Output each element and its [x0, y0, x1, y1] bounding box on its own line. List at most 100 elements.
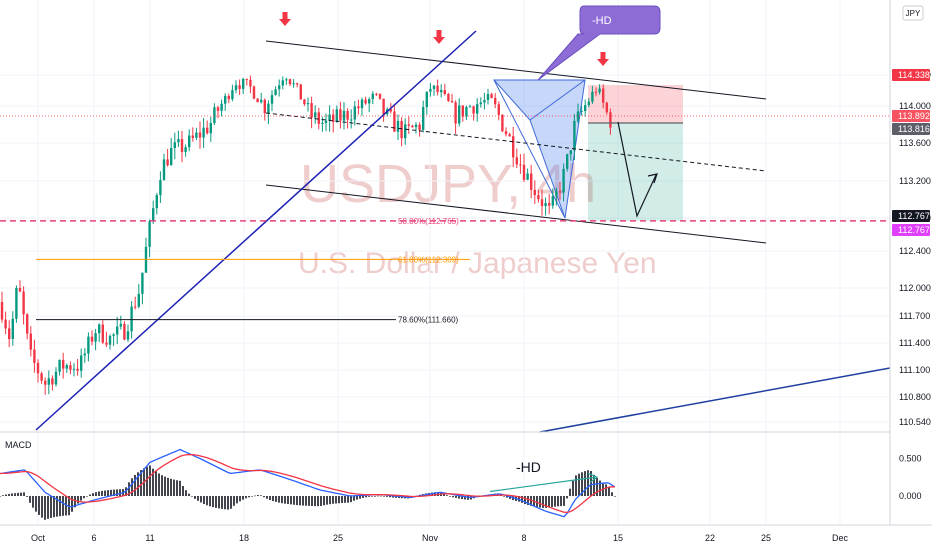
candle-body — [476, 104, 479, 114]
candle-body — [375, 93, 378, 95]
watermark-description: U.S. Dollar / Japanese Yen — [298, 247, 657, 280]
time-tick-label: Oct — [31, 533, 46, 543]
candle-body — [540, 199, 544, 207]
candle-body — [526, 173, 529, 180]
candle-body — [69, 365, 72, 370]
macd-histogram-bar — [590, 471, 592, 496]
macd-histogram-bar — [371, 496, 373, 497]
candle-body — [425, 91, 428, 108]
candle-body — [80, 355, 83, 371]
time-tick-label: Nov — [422, 533, 439, 543]
macd-histogram-bar — [137, 472, 139, 496]
macd-histogram-bar — [314, 496, 316, 507]
candle-body — [65, 365, 68, 369]
macd-divergence-arrowhead — [587, 472, 599, 483]
macd-histogram-bar — [188, 493, 190, 496]
currency-label: JPY — [906, 9, 921, 18]
macd-histogram-bar — [44, 496, 46, 520]
macd-histogram-bar — [113, 489, 115, 496]
projection-arrowhead — [647, 173, 658, 184]
macd-histogram-bar — [560, 496, 562, 507]
candle-body — [306, 103, 310, 105]
candle-body — [33, 349, 36, 363]
candle-body — [4, 319, 7, 329]
macd-histogram-bar — [224, 496, 226, 510]
macd-histogram-bar — [20, 492, 22, 496]
candle-body — [62, 359, 65, 369]
candle-body — [87, 336, 90, 354]
candle-body — [432, 85, 436, 89]
candle-body — [551, 196, 554, 206]
macd-histogram-bar — [71, 496, 73, 512]
macd-histogram-bar — [98, 491, 100, 496]
macd-histogram-bar — [524, 496, 526, 505]
macd-histogram-bar — [233, 496, 235, 506]
candle-body — [458, 105, 461, 124]
candle-body — [173, 142, 176, 149]
macd-histogram-bar — [608, 487, 610, 496]
macd-histogram-bar — [140, 470, 142, 496]
candle-body — [242, 78, 245, 89]
price-badge — [892, 110, 930, 122]
macd-histogram-bar — [170, 478, 172, 496]
candle-body — [105, 342, 108, 345]
macd-histogram-bar — [545, 496, 547, 508]
candle-body — [519, 164, 522, 166]
candle-body — [609, 112, 612, 128]
macd-histogram-bar — [278, 496, 280, 503]
candle-body — [461, 105, 464, 117]
candle-body — [468, 106, 472, 108]
currency-badge[interactable] — [902, 5, 924, 21]
macd-histogram-bar — [323, 496, 325, 506]
take-profit-zone — [588, 123, 683, 221]
candle-body — [494, 97, 497, 105]
macd-histogram-bar — [338, 496, 340, 504]
macd-histogram-bar — [227, 496, 229, 510]
candle-body — [213, 107, 216, 124]
candle-body — [364, 99, 367, 104]
candle-body — [465, 107, 468, 117]
macd-histogram-bar — [134, 475, 136, 496]
candle-body — [270, 95, 274, 104]
candle-body — [512, 136, 515, 158]
time-tick-label: 15 — [613, 533, 623, 543]
macd-histogram-bar — [242, 496, 244, 500]
red-down-arrow — [279, 12, 291, 26]
candle-body — [490, 94, 493, 98]
candle-body — [18, 288, 22, 292]
macd-divergence-line — [489, 476, 596, 493]
candle-body — [54, 371, 58, 385]
time-tick-label: 18 — [239, 533, 249, 543]
macd-histogram-bar — [206, 496, 208, 506]
candle-body — [184, 147, 187, 153]
macd-histogram-bar — [452, 496, 454, 498]
candle-body — [263, 99, 266, 114]
candle-body — [202, 127, 205, 138]
macd-histogram-bar — [107, 490, 109, 496]
macd-histogram-bar — [542, 496, 544, 508]
macd-histogram-bar — [11, 493, 13, 496]
macd-histogram-bar — [332, 496, 334, 504]
price-badge — [892, 69, 930, 81]
red-down-arrow — [433, 30, 445, 44]
candle-body — [130, 306, 133, 332]
macd-histogram-bar — [386, 496, 388, 497]
macd-histogram-bar — [443, 493, 445, 496]
macd-histogram-bar — [458, 496, 460, 499]
macd-histogram-bar — [152, 468, 154, 496]
candle-body — [328, 114, 331, 121]
candle-body — [198, 132, 202, 138]
candle-body — [497, 104, 500, 115]
macd-signal-line — [0, 453, 615, 514]
candle-body — [44, 380, 47, 385]
macd-line — [0, 448, 616, 518]
candle-body — [260, 99, 263, 103]
channel-lower — [265, 184, 767, 244]
macd-histogram-bar — [431, 492, 433, 496]
candle-body — [292, 83, 295, 85]
macd-histogram-bar — [302, 496, 304, 506]
macd-tick-label: 0.000 — [899, 491, 922, 501]
candle-body — [450, 101, 454, 103]
